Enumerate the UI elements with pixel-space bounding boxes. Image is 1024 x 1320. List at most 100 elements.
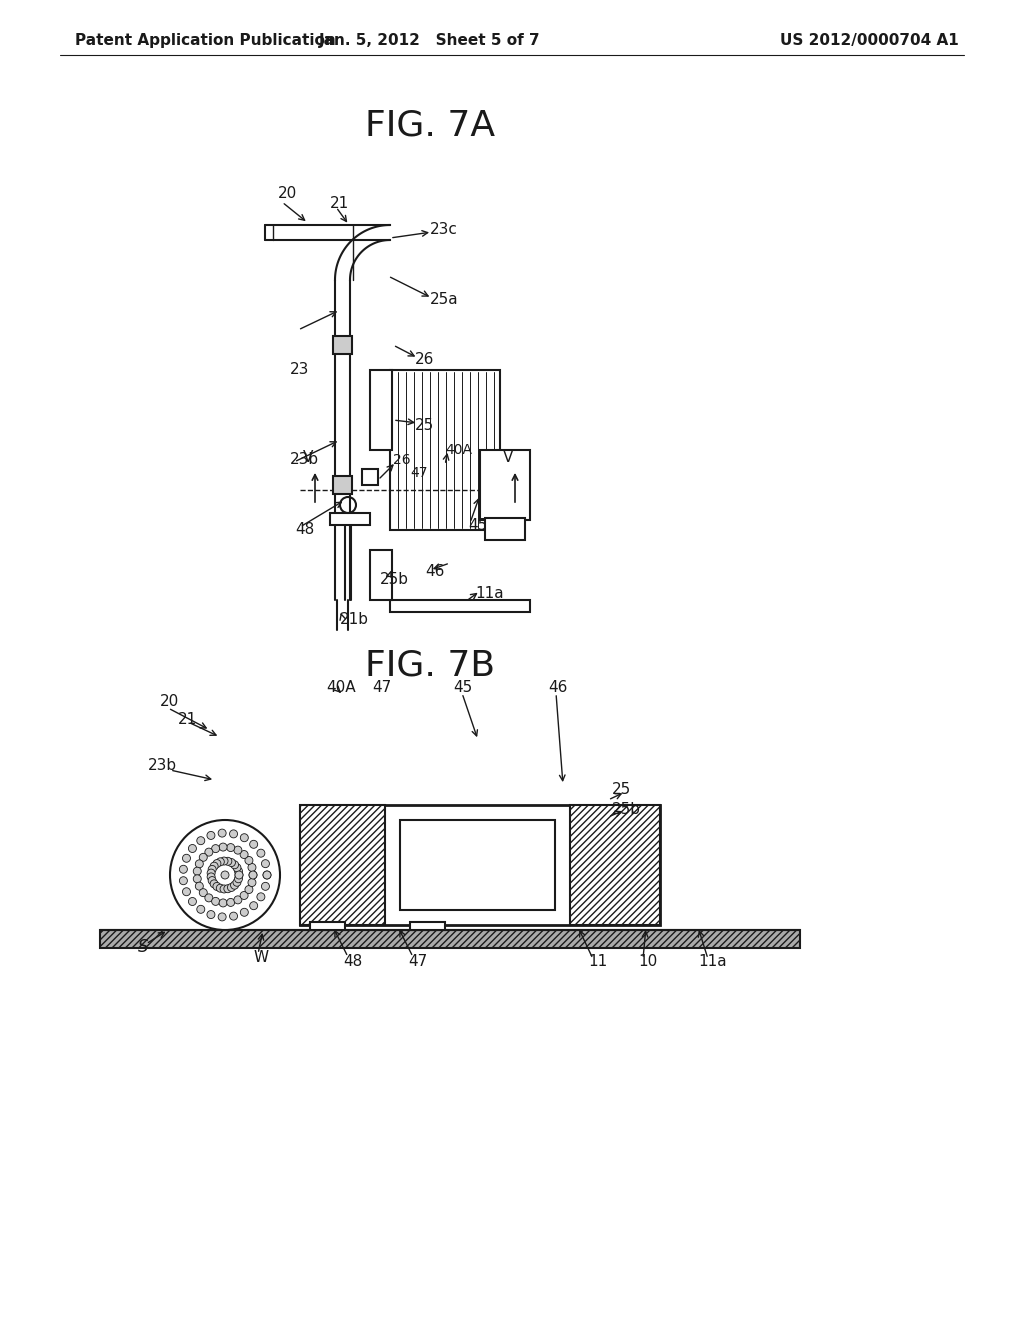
Text: FIG. 7B: FIG. 7B (365, 648, 495, 682)
Text: W: W (253, 949, 268, 965)
Circle shape (207, 911, 215, 919)
Circle shape (227, 883, 236, 891)
Text: FIG. 7A: FIG. 7A (365, 108, 495, 143)
Circle shape (230, 882, 239, 890)
Circle shape (188, 845, 197, 853)
Circle shape (200, 853, 207, 862)
Circle shape (224, 884, 231, 892)
Text: 23b: 23b (290, 453, 319, 467)
Text: 47: 47 (372, 681, 391, 696)
Circle shape (170, 820, 280, 931)
Text: Jan. 5, 2012   Sheet 5 of 7: Jan. 5, 2012 Sheet 5 of 7 (319, 33, 541, 48)
Circle shape (240, 850, 248, 858)
Text: 25: 25 (415, 417, 434, 433)
Text: 21b: 21b (340, 612, 369, 627)
Circle shape (210, 862, 218, 870)
Circle shape (207, 832, 215, 840)
Bar (480, 450, 530, 520)
Circle shape (250, 841, 258, 849)
Text: 11: 11 (588, 954, 607, 969)
Circle shape (207, 873, 215, 880)
Circle shape (213, 883, 221, 891)
Circle shape (212, 845, 219, 853)
Circle shape (261, 882, 269, 890)
Text: 11a: 11a (698, 954, 727, 969)
Circle shape (261, 859, 269, 867)
Text: 48: 48 (343, 954, 362, 969)
Text: 45: 45 (468, 517, 487, 532)
Circle shape (194, 867, 202, 875)
Bar (300, 805, 385, 925)
Circle shape (208, 866, 216, 874)
Text: 21: 21 (178, 713, 198, 727)
Bar (310, 921, 345, 931)
Circle shape (205, 849, 213, 857)
Circle shape (179, 866, 187, 874)
Circle shape (257, 849, 265, 857)
Circle shape (182, 888, 190, 896)
Circle shape (220, 857, 228, 865)
Circle shape (210, 880, 218, 888)
Bar (362, 469, 378, 484)
Text: S: S (138, 939, 148, 956)
Bar (370, 370, 392, 450)
Circle shape (248, 863, 256, 871)
Circle shape (245, 886, 253, 894)
Text: 47: 47 (408, 954, 427, 969)
Text: 20: 20 (160, 694, 179, 710)
Circle shape (219, 843, 227, 851)
Circle shape (200, 888, 207, 896)
Circle shape (179, 876, 187, 884)
Text: 25: 25 (612, 783, 631, 797)
Circle shape (224, 857, 231, 866)
Circle shape (212, 898, 219, 906)
Circle shape (216, 884, 224, 892)
Circle shape (216, 858, 224, 866)
Circle shape (249, 871, 257, 879)
Circle shape (207, 869, 215, 876)
Circle shape (234, 875, 243, 883)
Text: V: V (303, 450, 313, 465)
Text: V: V (503, 450, 513, 465)
Circle shape (233, 846, 242, 854)
Circle shape (233, 896, 242, 904)
Text: Patent Application Publication: Patent Application Publication (75, 33, 336, 48)
Circle shape (263, 871, 271, 879)
Text: 46: 46 (548, 681, 567, 696)
Bar (100, 931, 800, 948)
Text: 40A: 40A (445, 444, 472, 457)
Bar (390, 370, 500, 531)
Circle shape (226, 843, 234, 851)
Circle shape (218, 829, 226, 837)
Text: 25a: 25a (430, 293, 459, 308)
Circle shape (196, 882, 204, 890)
Circle shape (233, 863, 241, 871)
Text: 45: 45 (453, 681, 472, 696)
Bar (333, 477, 352, 494)
Circle shape (208, 876, 216, 884)
Circle shape (229, 830, 238, 838)
Circle shape (245, 857, 253, 865)
Bar (333, 337, 352, 354)
Circle shape (229, 912, 238, 920)
Text: 48: 48 (295, 523, 314, 537)
Circle shape (226, 899, 234, 907)
Circle shape (218, 913, 226, 921)
Text: 46: 46 (425, 565, 444, 579)
Circle shape (188, 898, 197, 906)
Circle shape (182, 854, 190, 862)
Text: 25b: 25b (380, 573, 409, 587)
Bar (330, 513, 370, 525)
Text: 26: 26 (393, 453, 411, 467)
Circle shape (219, 899, 227, 907)
Text: 20: 20 (278, 186, 297, 202)
Circle shape (234, 871, 243, 879)
Circle shape (240, 891, 248, 899)
Text: 26: 26 (415, 352, 434, 367)
Circle shape (221, 871, 229, 879)
Circle shape (220, 884, 228, 892)
Text: 47: 47 (410, 466, 427, 480)
Bar (370, 550, 392, 601)
Circle shape (233, 878, 241, 886)
Circle shape (230, 861, 239, 869)
